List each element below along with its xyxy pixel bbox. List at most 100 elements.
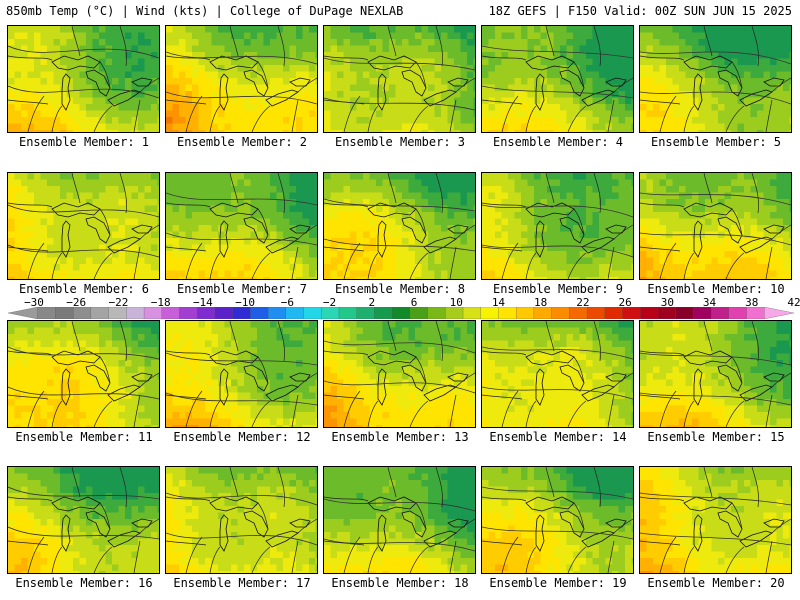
contour-line: [8, 244, 159, 258]
political-border: [343, 95, 361, 132]
political-border: [8, 99, 49, 105]
colorbar-swatch: [462, 307, 482, 319]
ensemble-member-label: Ensemble Member: 5: [650, 135, 782, 149]
ensemble-map-panel: [639, 172, 792, 280]
political-border: [185, 95, 203, 132]
political-border: [8, 540, 49, 546]
great-lake-outline: [535, 514, 545, 552]
political-border: [367, 546, 379, 573]
political-border: [71, 26, 81, 57]
political-border: [27, 390, 45, 427]
political-border: [683, 546, 695, 573]
contour-line: [482, 204, 633, 218]
contour-line: [640, 91, 791, 105]
political-border: [367, 105, 379, 132]
colorbar-tick-label: −14: [192, 296, 213, 309]
political-border: [257, 61, 269, 89]
temperature-map: [640, 321, 791, 427]
political-border: [343, 242, 361, 279]
political-border: [683, 400, 695, 427]
political-border: [409, 546, 429, 573]
political-border: [482, 55, 527, 61]
political-border: [387, 321, 397, 352]
contour-line: [166, 492, 317, 506]
colorbar-tick-label: 2: [368, 296, 376, 309]
political-border: [435, 321, 443, 362]
great-lake-outline: [219, 73, 229, 111]
political-border: [640, 55, 685, 61]
political-border: [229, 26, 239, 57]
great-lake-outline: [289, 77, 311, 87]
contour-line: [482, 244, 633, 258]
great-lake-outline: [377, 368, 387, 406]
great-lake-outline: [559, 69, 585, 97]
political-border: [8, 246, 49, 252]
colorbar-swatch: [427, 307, 447, 319]
political-border: [166, 246, 207, 252]
great-lake-outline: [51, 350, 101, 366]
political-border: [209, 400, 221, 427]
great-lake-outline: [717, 364, 743, 392]
great-lake-outline: [683, 55, 733, 71]
political-border: [683, 252, 695, 279]
contour-line: [8, 45, 159, 59]
contour-line: [166, 352, 317, 366]
temperature-map: [8, 26, 159, 132]
political-border: [525, 400, 537, 427]
contour-line: [166, 192, 317, 206]
great-lake-outline: [289, 372, 311, 382]
contour-line: [640, 232, 791, 246]
great-lake-outline: [85, 216, 111, 244]
political-border: [703, 173, 713, 204]
great-lake-outline: [131, 372, 153, 382]
great-lake-outline: [85, 510, 111, 538]
contour-line: [324, 97, 475, 111]
political-border: [209, 105, 221, 132]
colorbar-tick-label: 30: [660, 296, 674, 309]
political-border: [166, 350, 211, 356]
political-border: [324, 350, 369, 356]
great-lake-outline: [693, 73, 703, 111]
political-border: [324, 394, 365, 400]
contour-line: [640, 532, 791, 546]
colorbar-tick-label: 42: [787, 296, 800, 309]
political-border: [166, 55, 211, 61]
political-border: [501, 390, 519, 427]
contour-line: [8, 346, 159, 360]
ensemble-map-panel: [165, 320, 318, 428]
great-lake-outline: [209, 202, 259, 218]
ensemble-member-label: Ensemble Member: 8: [334, 282, 466, 296]
temperature-map: [324, 321, 475, 427]
great-lake-outline: [535, 368, 545, 406]
political-border: [324, 496, 369, 502]
great-lake-outline: [693, 220, 703, 258]
political-border: [8, 202, 53, 208]
great-lake-outline: [717, 510, 743, 538]
political-border: [251, 400, 271, 427]
political-border: [725, 252, 745, 279]
colorbar-tick-label: 22: [576, 296, 590, 309]
political-border: [765, 394, 773, 427]
great-lake-outline: [265, 530, 299, 548]
great-lake-outline: [559, 364, 585, 392]
political-border: [291, 246, 299, 279]
great-lake-outline: [367, 55, 417, 71]
political-border: [166, 496, 211, 502]
great-lake-outline: [423, 89, 457, 107]
political-border: [119, 26, 127, 67]
political-border: [567, 252, 587, 279]
political-border: [343, 536, 361, 573]
colorbar-swatch: [303, 307, 323, 319]
contour-line: [8, 486, 159, 500]
political-border: [545, 321, 555, 352]
political-border: [659, 242, 677, 279]
political-border: [93, 400, 113, 427]
political-border: [640, 394, 681, 400]
colorbar-tick-label: 6: [410, 296, 418, 309]
political-border: [324, 55, 369, 61]
political-border: [166, 99, 207, 105]
political-border: [291, 99, 299, 132]
great-lake-outline: [107, 236, 141, 254]
temperature-map: [640, 173, 791, 279]
political-border: [415, 208, 427, 236]
